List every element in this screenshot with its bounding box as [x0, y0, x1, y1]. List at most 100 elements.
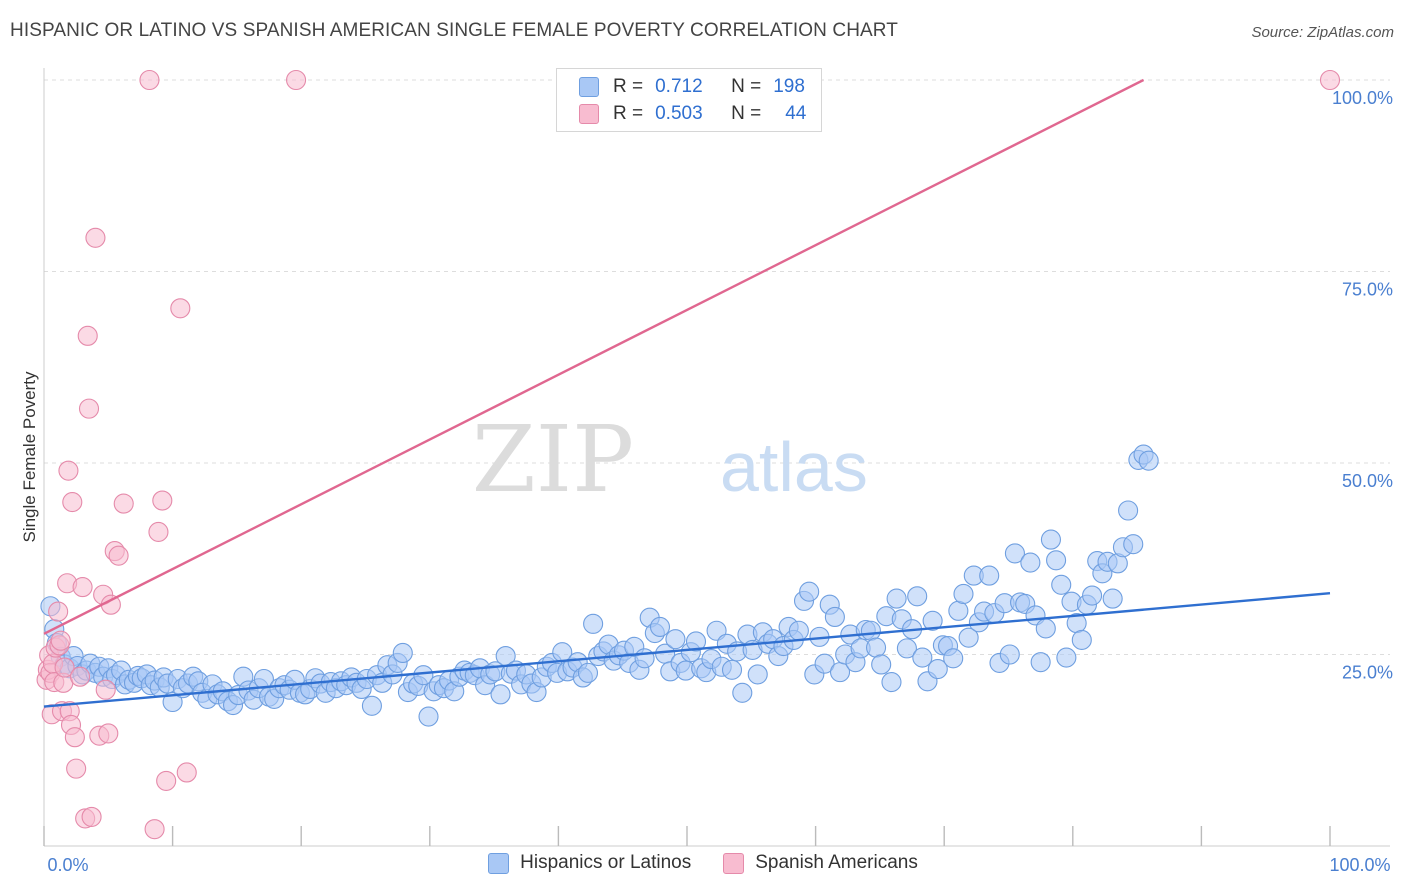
legend-n-value: 44 — [785, 103, 807, 124]
hispanics-point — [1123, 534, 1144, 555]
legend-label-spanish: Spanish Americans — [755, 852, 918, 873]
hispanics-point — [392, 642, 413, 664]
hispanics-point — [418, 706, 439, 727]
spanish-point — [1319, 69, 1341, 91]
hispanics-point — [1082, 585, 1103, 606]
series-hispanics-points — [40, 444, 1159, 727]
hispanics-point — [1071, 629, 1092, 650]
trend-line-hispanics — [43, 592, 1331, 708]
spanish-point — [139, 69, 160, 91]
hispanics-point — [665, 629, 686, 650]
hispanics-point — [1102, 588, 1123, 609]
legend-n-label: N = — [731, 76, 762, 97]
hispanics-point — [860, 620, 881, 641]
legend-n-value: 198 — [773, 76, 805, 97]
hispanics-point — [1046, 550, 1067, 571]
hispanics-point — [865, 637, 887, 658]
source-credit: Source: ZipAtlas.com — [1251, 24, 1394, 41]
hispanics-point — [1118, 500, 1139, 521]
hispanics-point — [1056, 647, 1077, 668]
watermark-zip: ZIP — [472, 406, 634, 513]
hispanics-point — [912, 647, 933, 668]
spanish-point — [144, 819, 165, 840]
series-legend: Hispanics or Latinos Spanish Americans — [0, 852, 1406, 874]
chart-title: HISPANIC OR LATINO VS SPANISH AMERICAN S… — [10, 20, 898, 41]
legend-swatch-hispanics — [579, 77, 599, 97]
x-tick-label: 0.0% — [47, 855, 88, 875]
hispanics-point — [958, 627, 979, 648]
hispanics-point — [927, 659, 948, 680]
y-tick-label: 50.0% — [1342, 471, 1393, 491]
hispanics-point — [814, 653, 835, 674]
grid-lines — [44, 79, 1390, 655]
spanish-point — [62, 492, 83, 513]
spanish-point — [72, 577, 93, 598]
hispanics-point — [907, 586, 928, 607]
legend-r-value: 0.503 — [655, 103, 703, 124]
spanish-point — [176, 762, 197, 783]
spanish-point — [69, 666, 91, 687]
hispanics-point — [896, 638, 917, 659]
x-tick-label: 100.0% — [1329, 855, 1390, 875]
legend-swatch-hispanics — [488, 852, 510, 874]
trend-lines — [43, 78, 1331, 708]
legend-row-spanish: R = 0.503 N = 44 — [579, 101, 806, 127]
hispanics-point — [1040, 529, 1061, 550]
hispanics-point — [162, 691, 183, 713]
spanish-point — [152, 490, 173, 511]
spanish-point — [48, 601, 69, 622]
legend-item-spanish[interactable]: Spanish Americans — [723, 852, 918, 874]
watermark: ZIP atlas — [472, 406, 868, 513]
legend-item-hispanics[interactable]: Hispanics or Latinos — [488, 852, 691, 874]
legend-n-label: N = — [731, 103, 762, 124]
legend-row-hispanics: R = 0.712 N = 198 — [579, 74, 805, 100]
hispanics-point — [871, 654, 892, 675]
spanish-point — [98, 723, 119, 744]
spanish-point — [54, 657, 75, 678]
legend-swatch-spanish — [723, 852, 745, 874]
hispanics-point — [577, 662, 599, 683]
hispanics-point — [922, 610, 943, 631]
correlation-legend: R = 0.712 N = 198 R = 0.503 N = 44 — [556, 68, 822, 132]
spanish-point — [148, 521, 169, 542]
hispanics-point — [634, 648, 655, 669]
spanish-point — [64, 727, 85, 748]
spanish-point — [85, 227, 106, 248]
legend-r-value: 0.712 — [655, 76, 703, 97]
y-tick-label: 75.0% — [1342, 280, 1393, 300]
axes — [43, 68, 1390, 847]
hispanics-point — [948, 600, 969, 621]
spanish-point — [78, 398, 100, 419]
spanish-point — [58, 460, 79, 481]
hispanics-point — [1030, 652, 1051, 673]
hispanics-point — [1138, 450, 1159, 471]
hispanics-point — [999, 644, 1020, 665]
hispanics-point — [732, 682, 753, 703]
spanish-point — [66, 758, 87, 779]
hispanics-point — [583, 613, 604, 634]
hispanics-point — [490, 684, 511, 705]
y-axis-title: Single Female Poverty — [20, 371, 39, 543]
hispanics-point — [824, 606, 845, 628]
spanish-point — [50, 630, 71, 651]
y-tick-label: 25.0% — [1342, 663, 1393, 683]
watermark-atlas: atlas — [720, 428, 868, 506]
hispanics-point — [747, 664, 768, 685]
hispanics-point — [361, 695, 382, 716]
spanish-point — [81, 806, 102, 827]
hispanics-point — [1004, 543, 1025, 564]
spanish-point — [95, 679, 116, 700]
hispanics-point — [1020, 552, 1041, 573]
hispanics-point — [788, 620, 809, 641]
spanish-point — [156, 770, 177, 791]
tick-labels: 25.0% 50.0% 75.0% 100.0% 0.0% 100.0% — [47, 88, 1393, 875]
hispanics-point — [881, 672, 902, 693]
hispanics-point — [943, 648, 964, 669]
legend-r-label: R = — [613, 103, 644, 124]
legend-swatch-spanish — [579, 104, 599, 124]
trend-line-spanish — [43, 78, 1145, 635]
hispanics-point — [886, 588, 907, 609]
hispanics-point — [649, 616, 671, 637]
hispanics-point — [685, 631, 707, 652]
